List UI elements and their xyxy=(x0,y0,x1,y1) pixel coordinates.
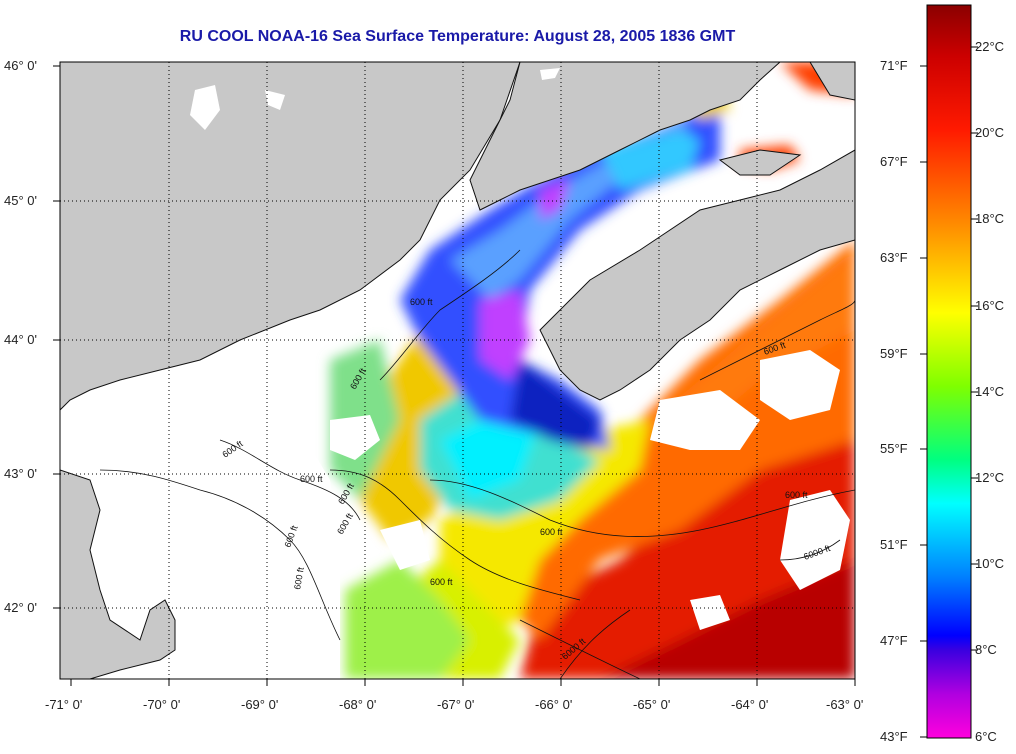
map-title: RU COOL NOAA-16 Sea Surface Temperature:… xyxy=(179,28,736,45)
lat-label: 42° 0' xyxy=(4,600,37,615)
colorbar-f-label: 55°F xyxy=(880,441,908,456)
colorbar-f-label: 47°F xyxy=(880,633,908,648)
colorbar-c-label: 16°C xyxy=(975,298,1005,313)
sst-field xyxy=(330,62,855,679)
contour-label: 600 ft xyxy=(300,474,323,484)
colorbar-c-label: 18°C xyxy=(975,211,1005,226)
contour-label: 600 ft xyxy=(292,566,306,590)
lon-label: -65° 0' xyxy=(633,697,671,712)
contour-label: 600 ft xyxy=(410,297,433,307)
colorbar-c-label: 22°C xyxy=(975,39,1005,54)
colorbar xyxy=(926,4,972,739)
colorbar-c-label: 12°C xyxy=(975,470,1005,485)
cloud-patches xyxy=(60,350,850,679)
colorbar-f-label: 63°F xyxy=(880,250,908,265)
contour-label: 600 ft xyxy=(540,527,563,537)
tick-marks xyxy=(53,65,856,686)
lat-label: 43° 0' xyxy=(4,466,37,481)
colorbar-f-label: 67°F xyxy=(880,154,908,169)
colorbar-f-label: 51°F xyxy=(880,537,908,552)
colorbar-c-label: 10°C xyxy=(975,556,1005,571)
colorbar-f-label: 43°F xyxy=(880,729,908,744)
lat-label: 45° 0' xyxy=(4,193,37,208)
colorbar-c-label: 6°C xyxy=(975,729,997,744)
colorbar-c-label: 20°C xyxy=(975,125,1005,140)
land-clouds xyxy=(190,68,560,130)
contour-label: 600 ft xyxy=(430,577,453,587)
lat-label: 46° 0' xyxy=(4,58,37,73)
lon-label: -69° 0' xyxy=(241,697,279,712)
lon-label: -70° 0' xyxy=(143,697,181,712)
lon-label: -64° 0' xyxy=(731,697,769,712)
map-frame xyxy=(59,61,856,680)
contours xyxy=(99,249,855,679)
lon-label: -68° 0' xyxy=(339,697,377,712)
colorbar-c-label: 14°C xyxy=(975,384,1005,399)
lon-label: -63° 0' xyxy=(826,697,864,712)
lat-label: 44° 0' xyxy=(4,332,37,347)
lon-label: -71° 0' xyxy=(45,697,83,712)
colorbar-c-label: 8°C xyxy=(975,642,997,657)
graticule xyxy=(60,62,855,679)
colorbar-ticks xyxy=(920,46,978,738)
lon-label: -67° 0' xyxy=(437,697,475,712)
contour-label: 600 ft xyxy=(785,490,808,500)
colorbar-f-label: 59°F xyxy=(880,346,908,361)
land xyxy=(60,62,855,679)
colorbar-f-label: 71°F xyxy=(880,58,908,73)
lon-label: -66° 0' xyxy=(535,697,573,712)
